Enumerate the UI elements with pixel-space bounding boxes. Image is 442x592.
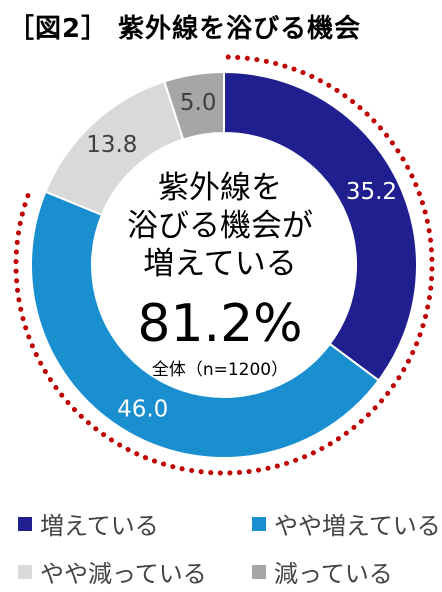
legend-swatch [18, 516, 32, 531]
segment-slightly-increased [30, 190, 381, 459]
donut-chart: 35.2 46.0 13.8 5.0 [13, 54, 435, 476]
legend-swatch [252, 516, 266, 531]
data-label-segment-slightly-increased: 46.0 [117, 397, 168, 423]
legend-item-decreased: 減っている [252, 554, 393, 589]
legend-item-slightly-decreased: やや減っている [18, 554, 207, 589]
legend-label: やや増えている [274, 512, 441, 540]
data-label-segment-decreased: 5.0 [180, 90, 217, 116]
segment-increased [223, 70, 418, 382]
data-label-segment-increased: 35.2 [346, 179, 397, 205]
center-line-2: 浴びる機会が [127, 208, 313, 244]
chart-title: ［図2］ 紫外線を浴びる機会 [8, 14, 362, 44]
legend-label: やや減っている [40, 560, 207, 588]
legend-item-increased: 増えている [18, 506, 159, 541]
legend: 増えている やや増えている やや減っている 減っている [18, 506, 441, 589]
legend-swatch [252, 564, 266, 579]
data-label-segment-slightly-decreased: 13.8 [86, 132, 137, 158]
legend-item-slightly-increased: やや増えている [252, 506, 441, 541]
highlight-dotted-arc [13, 54, 435, 476]
sample-size-note: 全体（n=1200） [151, 360, 289, 380]
legend-swatch [18, 564, 32, 579]
segment-decreased [163, 70, 225, 141]
legend-label: 減っている [274, 560, 393, 588]
center-percentage: 81.2% [137, 294, 303, 354]
center-line-3: 増えている [143, 246, 297, 282]
center-line-1: 紫外線を [158, 170, 282, 206]
legend-label: 増えている [40, 512, 159, 540]
